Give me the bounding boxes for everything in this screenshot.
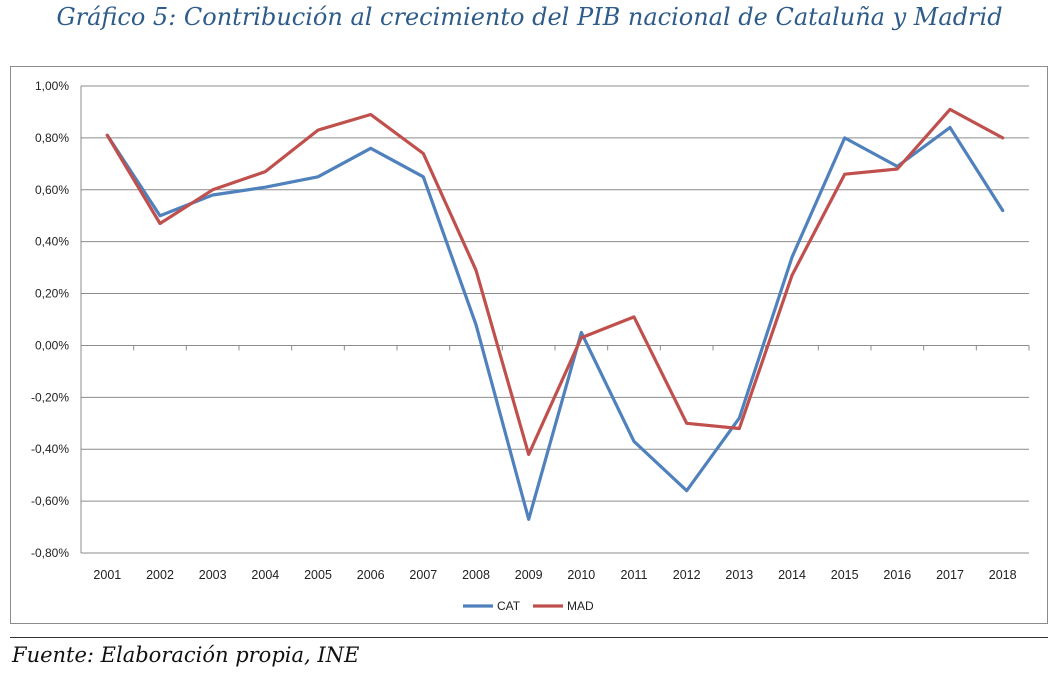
x-tick-label: 2013	[725, 568, 753, 582]
y-tick-label: 0,20%	[35, 287, 69, 301]
legend-label-mad: MAD	[567, 599, 594, 613]
chart-title: Gráfico 5: Contribución al crecimiento d…	[56, 3, 1003, 31]
y-tick-label: -0,40%	[31, 442, 69, 456]
x-tick-label: 2008	[462, 568, 490, 582]
y-tick-label: -0,20%	[31, 390, 69, 404]
chart-area: 1,00% 0,80% 0,60% 0,40% 0,20% 0,00% -0,20% -0,4…	[10, 66, 1048, 624]
x-tick-label: 2006	[357, 568, 385, 582]
line-chart: 1,00% 0,80% 0,60% 0,40% 0,20% 0,00% -0,20% -0,4…	[31, 79, 1030, 613]
y-tick-label: 0,40%	[35, 235, 69, 249]
y-tick-label: 1,00%	[35, 79, 69, 93]
x-tick-label: 2007	[409, 568, 437, 582]
x-tick-label: 2016	[883, 568, 911, 582]
y-tick-label: 0,00%	[35, 338, 69, 352]
divider	[10, 637, 1048, 638]
series-line-mad	[105, 107, 1005, 456]
x-tick-label: 2002	[146, 568, 174, 582]
y-tick-label: 0,60%	[35, 183, 69, 197]
x-tick-label: 2018	[989, 568, 1017, 582]
x-tick-label: 2014	[778, 568, 806, 582]
legend-label-cat: CAT	[497, 599, 521, 613]
x-tick-label: 2009	[515, 568, 543, 582]
x-tick-label: 2003	[199, 568, 227, 582]
x-tick-label: 2010	[567, 568, 595, 582]
source-note: Fuente: Elaboración propia, INE	[12, 643, 360, 667]
x-tick-label: 2001	[93, 568, 121, 582]
x-tick-label: 2017	[936, 568, 964, 582]
y-tick-label: -0,80%	[31, 546, 69, 560]
x-tick-label: 2015	[831, 568, 859, 582]
x-tick-label: 2004	[251, 568, 279, 582]
y-tick-label: 0,80%	[35, 131, 69, 145]
y-tick-label: -0,60%	[31, 494, 69, 508]
series-line-cat	[105, 125, 1005, 521]
x-tick-label: 2005	[304, 568, 332, 582]
x-tick-label: 2012	[673, 568, 701, 582]
x-tick-label: 2011	[621, 568, 648, 582]
